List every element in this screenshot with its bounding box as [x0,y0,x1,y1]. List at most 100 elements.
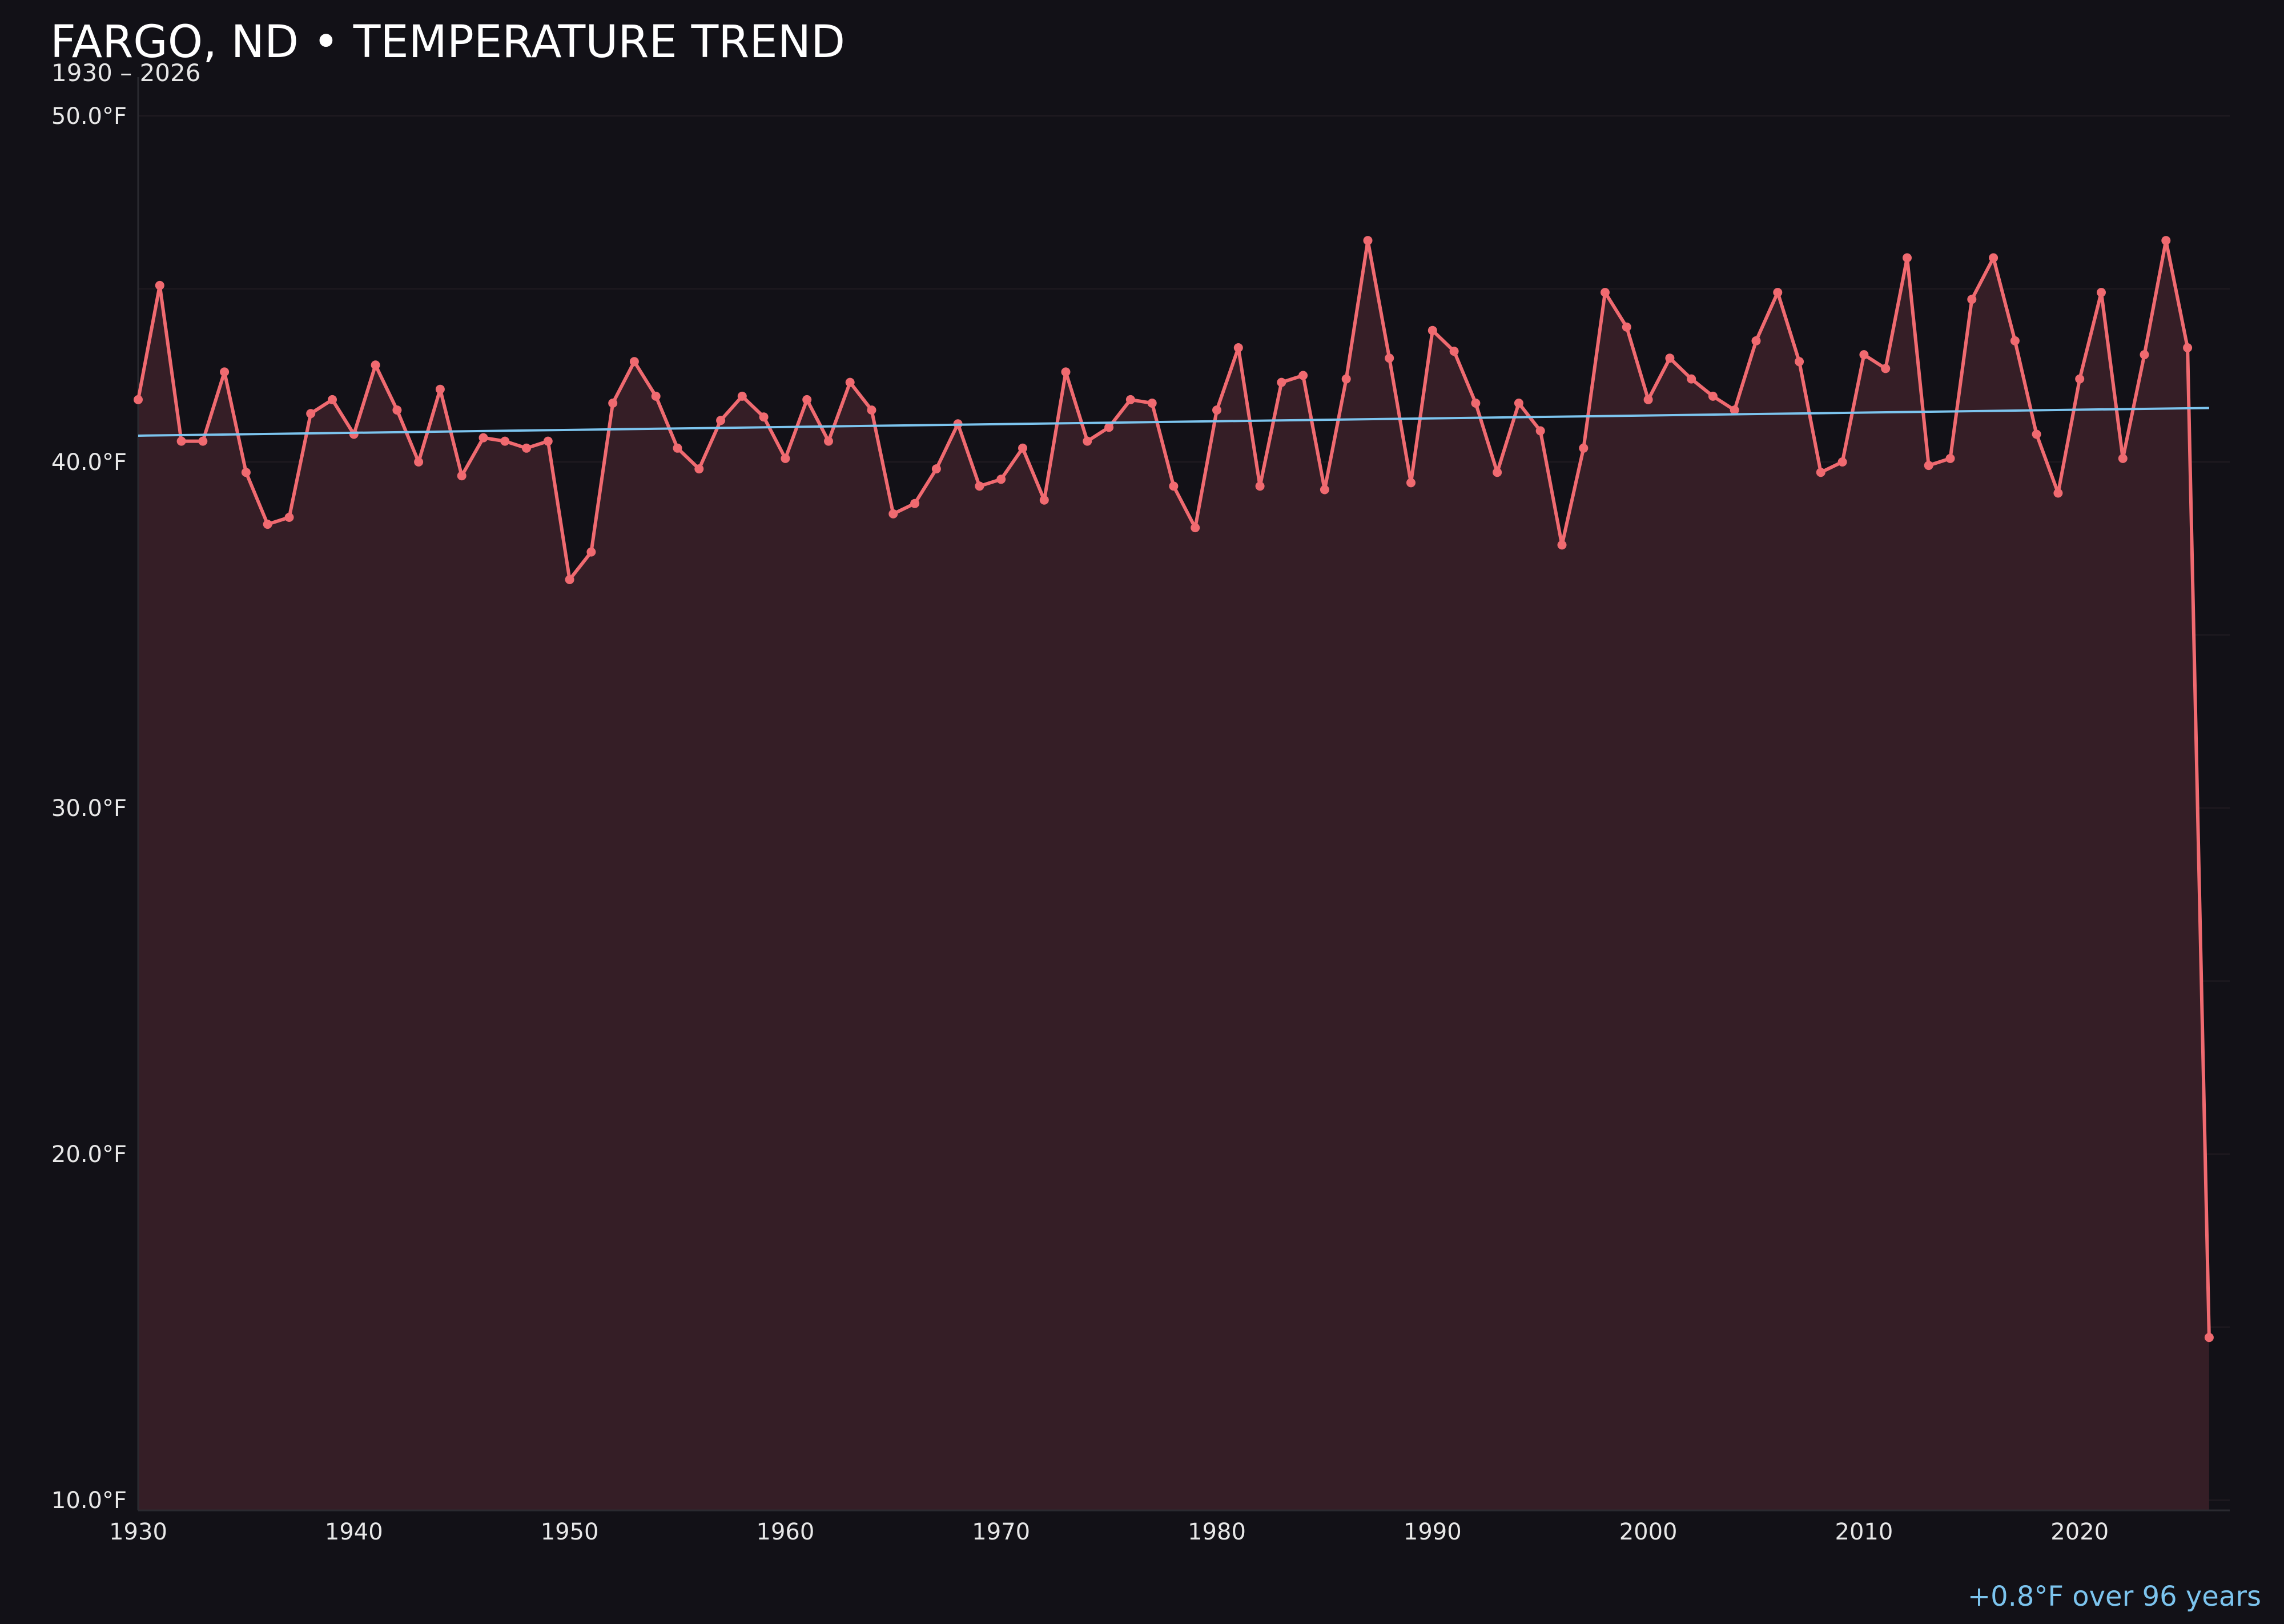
data-point [2204,1333,2214,1342]
data-point [1471,399,1481,408]
data-point [1125,395,1135,404]
data-point [155,280,164,290]
data-point [263,520,272,529]
x-tick-label: 1970 [972,1519,1030,1545]
data-point [241,468,251,477]
data-point [1773,288,1783,298]
data-point [284,513,294,522]
area-fill [138,240,2209,1511]
data-point [543,436,553,446]
y-tick-label: 20.0°F [51,1141,127,1168]
data-point [565,575,574,584]
data-point [2183,343,2193,352]
y-tick-label: 40.0°F [51,449,127,476]
data-point [1018,443,1027,453]
data-point [802,395,812,404]
data-point [392,405,402,415]
data-point [586,547,596,557]
data-point [845,377,855,387]
data-point [414,457,424,467]
data-point [1169,481,1179,491]
data-point [1385,353,1394,363]
data-point [220,367,230,377]
data-point [1298,371,1308,380]
data-point [694,464,704,474]
data-point [2097,288,2106,298]
data-point [1363,236,1373,246]
data-point [1039,495,1049,505]
y-tick-labels: 10.0°F 20.0°F 30.0°F 40.0°F 50.0°F [51,103,127,1514]
data-point [1427,325,1437,335]
x-tick-label: 1950 [541,1519,599,1545]
x-tick-label: 1960 [757,1519,815,1545]
data-point [910,499,920,508]
data-point [1147,399,1157,408]
data-point [2032,429,2041,439]
data-point [1320,485,1329,495]
data-point [1708,391,1718,401]
data-point [1989,253,1998,263]
data-point [673,443,682,453]
x-tick-label: 1990 [1404,1519,1462,1545]
x-tick-label: 1940 [325,1519,383,1545]
data-point [306,409,316,419]
data-point [1535,426,1545,436]
trend-summary-label: +0.8°F over 96 years [1968,1581,2261,1613]
data-point [1083,436,1092,446]
data-point [1514,399,1523,408]
data-point [522,443,531,453]
data-point [1341,374,1351,384]
data-point [716,416,726,425]
x-tick-label: 2020 [2050,1519,2109,1545]
data-point [500,436,510,446]
data-point [435,384,445,394]
data-point [1579,443,1589,453]
data-point [2075,374,2085,384]
data-point [1751,336,1761,345]
data-point [867,405,876,415]
chart-title: FARGO, ND • TEMPERATURE TREND [50,17,845,68]
data-point [2053,488,2063,498]
data-point [888,509,898,518]
data-point [1665,353,1675,363]
data-point [1449,347,1459,356]
x-tick-label: 2000 [1619,1519,1678,1545]
data-point [1493,468,1502,477]
data-point [1837,457,1847,467]
data-point [457,471,467,481]
chart-subtitle: 1930 – 2026 [51,59,200,87]
data-points [134,236,2214,1342]
data-point [1255,481,1265,491]
data-point [759,412,769,422]
data-point [1730,405,1739,415]
data-point [1903,253,1912,263]
data-point [2140,350,2149,360]
data-point [1233,343,1243,352]
data-point [1795,357,1804,367]
data-point [1061,367,1071,377]
data-point [737,391,747,401]
data-point [975,481,984,491]
data-point [349,429,359,439]
data-point [1104,423,1114,432]
data-point [2161,236,2171,246]
data-point [1816,468,1825,477]
y-tick-label: 10.0°F [51,1488,127,1514]
data-point [996,475,1006,484]
y-tick-label: 30.0°F [51,795,127,822]
data-point [1406,478,1416,488]
y-tick-label: 50.0°F [51,103,127,130]
data-point [134,395,143,404]
x-tick-labels: 1930 1940 1950 1960 1970 1980 1990 2000 2010 2020 [109,1519,2109,1545]
data-point [2010,336,2020,345]
data-point [1967,295,1977,304]
data-point [1277,377,1286,387]
data-point [608,399,618,408]
data-point [1859,350,1869,360]
data-point [1643,395,1653,404]
data-point [1557,540,1567,550]
data-point [198,436,208,446]
x-tick-label: 2010 [1835,1519,1893,1545]
x-tick-label: 1980 [1188,1519,1246,1545]
